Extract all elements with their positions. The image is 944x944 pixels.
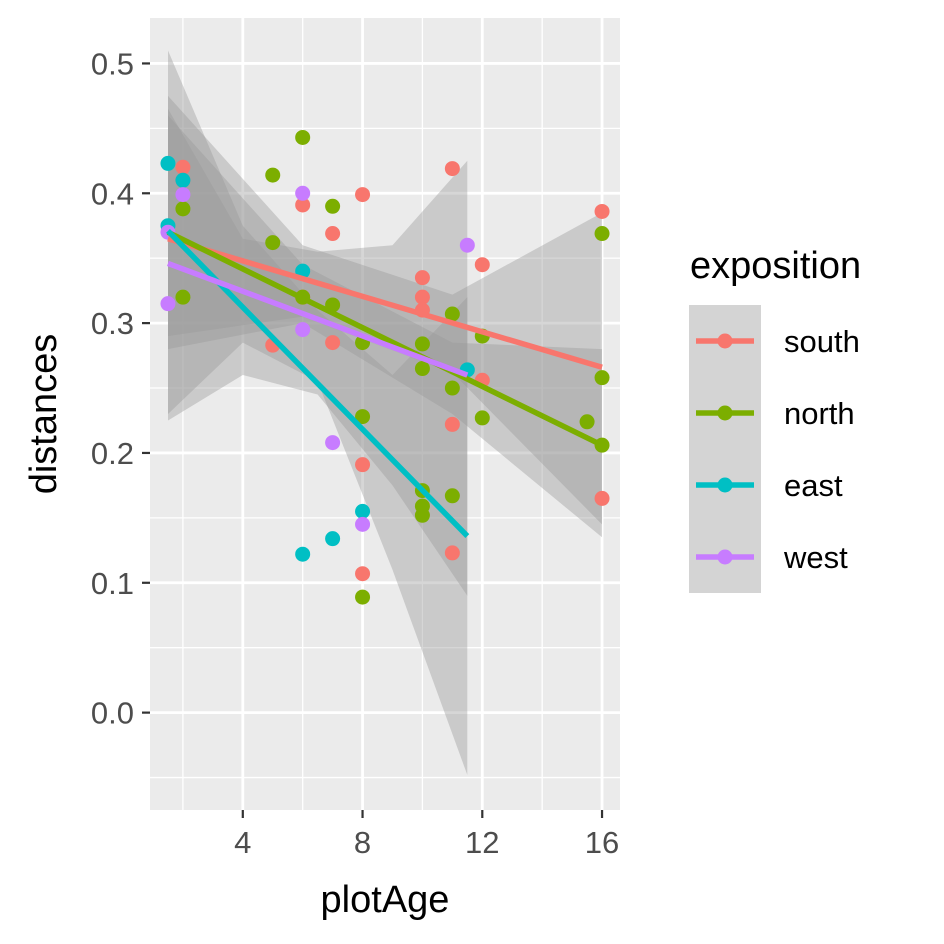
data-point-west <box>295 322 311 338</box>
data-point-north <box>444 306 460 322</box>
data-point-south <box>444 545 460 561</box>
data-point-south <box>355 187 371 203</box>
y-tick-label: 0.2 <box>91 436 134 471</box>
legend: exposition south north east west <box>689 245 861 593</box>
data-point-west <box>459 237 475 253</box>
y-axis-title: distances <box>23 334 65 495</box>
data-point-north <box>474 410 490 426</box>
x-axis: 4 8 12 16 <box>234 810 619 860</box>
data-point-north <box>265 235 281 251</box>
data-point-south <box>355 457 371 473</box>
data-point-south <box>594 203 610 219</box>
data-point-north <box>594 226 610 242</box>
x-axis-title: plotAge <box>321 879 450 921</box>
data-point-north <box>325 198 341 214</box>
data-point-east <box>325 531 341 547</box>
data-points <box>160 129 610 605</box>
fit-line-south <box>167 236 603 370</box>
confidence-band-east <box>168 50 468 775</box>
legend-key-point-east <box>717 477 733 493</box>
legend-key-point-west <box>717 549 733 565</box>
legend-key-point-south <box>717 333 733 349</box>
x-tick-label: 12 <box>465 825 499 860</box>
data-point-north <box>175 201 191 217</box>
data-point-south <box>594 490 610 506</box>
y-tick-label: 0.0 <box>91 696 134 731</box>
x-tick-label: 8 <box>354 825 371 860</box>
data-point-east <box>355 503 371 519</box>
legend-label-west: west <box>783 540 848 575</box>
data-point-east <box>295 546 311 562</box>
data-point-east <box>175 172 191 188</box>
legend-label-south: south <box>784 324 860 359</box>
y-axis: 0.0 0.1 0.2 0.3 0.4 0.5 <box>91 46 150 731</box>
data-point-north <box>594 370 610 386</box>
y-tick-label: 0.3 <box>91 306 134 341</box>
data-point-north <box>444 380 460 396</box>
x-tick-label: 16 <box>585 825 619 860</box>
legend-label-north: north <box>784 396 855 431</box>
data-point-south <box>444 416 460 432</box>
data-point-north <box>355 589 371 605</box>
data-point-north <box>414 336 430 352</box>
confidence-band-west <box>168 108 468 596</box>
legend-key-point-north <box>717 405 733 421</box>
fit-line-north <box>166 229 604 448</box>
confidence-bands <box>168 50 602 775</box>
y-tick-label: 0.5 <box>91 46 134 81</box>
data-point-north <box>295 129 311 145</box>
data-point-south <box>414 289 430 305</box>
confidence-band-south <box>168 95 602 525</box>
data-point-south <box>414 270 430 286</box>
legend-label-east: east <box>784 468 843 503</box>
legend-key-background <box>689 305 761 593</box>
data-point-north <box>579 414 595 430</box>
data-point-south <box>355 566 371 582</box>
y-tick-label: 0.1 <box>91 566 134 601</box>
data-point-west <box>355 516 371 532</box>
data-point-west <box>295 185 311 201</box>
data-point-south <box>295 197 311 213</box>
data-point-north <box>444 488 460 504</box>
data-point-south <box>325 335 341 351</box>
data-point-north <box>414 361 430 377</box>
data-point-west <box>160 296 176 312</box>
data-point-north <box>175 289 191 305</box>
data-point-west <box>175 187 191 203</box>
data-point-north <box>414 507 430 523</box>
data-point-west <box>325 435 341 451</box>
major-gridlines <box>150 18 620 810</box>
data-point-north <box>265 167 281 183</box>
data-point-south <box>444 161 460 177</box>
legend-title: exposition <box>690 245 861 287</box>
data-point-east <box>160 155 176 171</box>
fit-line-west <box>167 260 469 378</box>
data-point-north <box>355 409 371 425</box>
data-point-south <box>325 226 341 242</box>
x-tick-label: 4 <box>234 825 251 860</box>
data-point-south <box>474 257 490 273</box>
fit-lines <box>165 229 604 538</box>
confidence-band-north <box>168 115 602 538</box>
data-point-south <box>175 159 191 175</box>
y-tick-label: 0.4 <box>91 176 134 211</box>
